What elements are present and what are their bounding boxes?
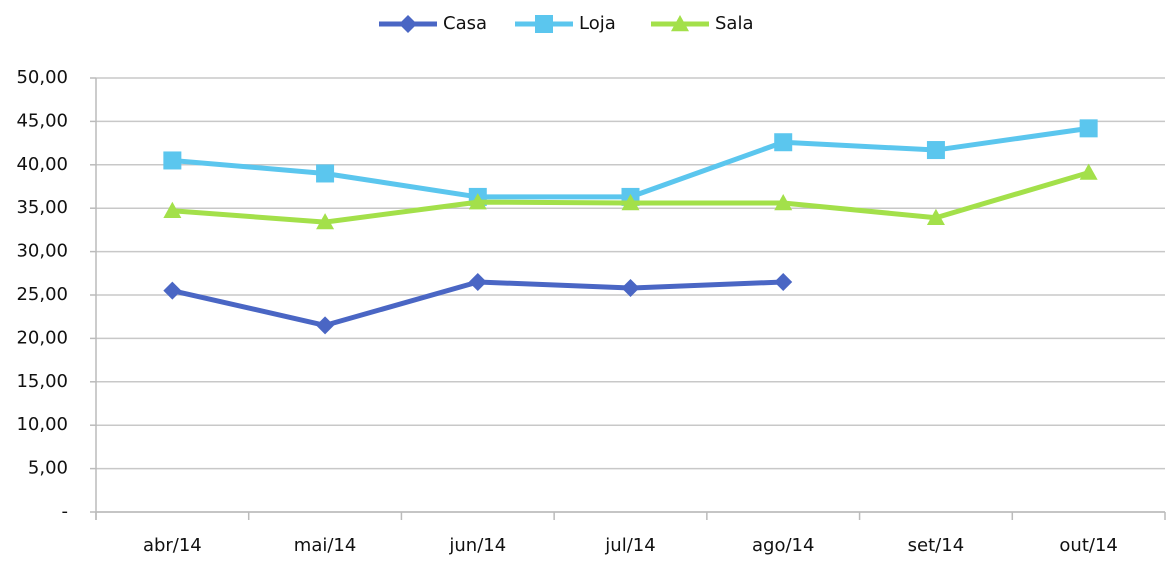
data-point <box>163 201 182 219</box>
x-tick-label: out/14 <box>1059 535 1117 556</box>
x-tick-label: mai/14 <box>294 535 357 556</box>
data-point <box>468 272 487 291</box>
x-tick-label: ago/14 <box>752 535 814 556</box>
data-point <box>621 279 640 298</box>
data-point <box>774 272 793 291</box>
x-tick-label: abr/14 <box>143 535 202 556</box>
x-tick-label: jun/14 <box>448 535 506 556</box>
legend-label: Sala <box>715 13 754 34</box>
series-line <box>172 125 1089 200</box>
y-tick-label: 10,00 <box>16 414 68 435</box>
y-tick-label: 45,00 <box>16 110 68 131</box>
x-tick-label: jul/14 <box>604 535 655 556</box>
data-point <box>468 193 487 210</box>
data-point <box>1079 163 1098 180</box>
data-point <box>316 316 335 335</box>
y-tick-label: 35,00 <box>16 197 68 218</box>
data-point <box>621 193 640 211</box>
data-point <box>774 133 793 152</box>
data-point <box>774 193 793 211</box>
x-tick-label: set/14 <box>908 535 964 556</box>
legend-label: Loja <box>579 13 616 34</box>
y-tick-label: 25,00 <box>16 284 68 305</box>
y-tick-label: 20,00 <box>16 327 68 348</box>
data-point <box>316 164 335 183</box>
y-tick-label: 40,00 <box>16 154 68 175</box>
legend-marker <box>535 15 553 33</box>
y-tick-label: 5,00 <box>28 458 68 479</box>
legend-marker <box>671 15 689 32</box>
y-tick-label: 15,00 <box>16 371 68 392</box>
y-tick-label: 50,00 <box>16 67 68 88</box>
legend-label: Casa <box>443 13 487 34</box>
y-tick-label: 30,00 <box>16 241 68 262</box>
data-point <box>926 141 945 160</box>
data-point <box>163 281 182 300</box>
y-tick-label: - <box>62 501 69 522</box>
data-point <box>1079 119 1098 138</box>
data-point <box>163 151 182 170</box>
legend-marker <box>399 15 417 33</box>
data-point <box>316 213 335 230</box>
data-point <box>926 208 945 225</box>
